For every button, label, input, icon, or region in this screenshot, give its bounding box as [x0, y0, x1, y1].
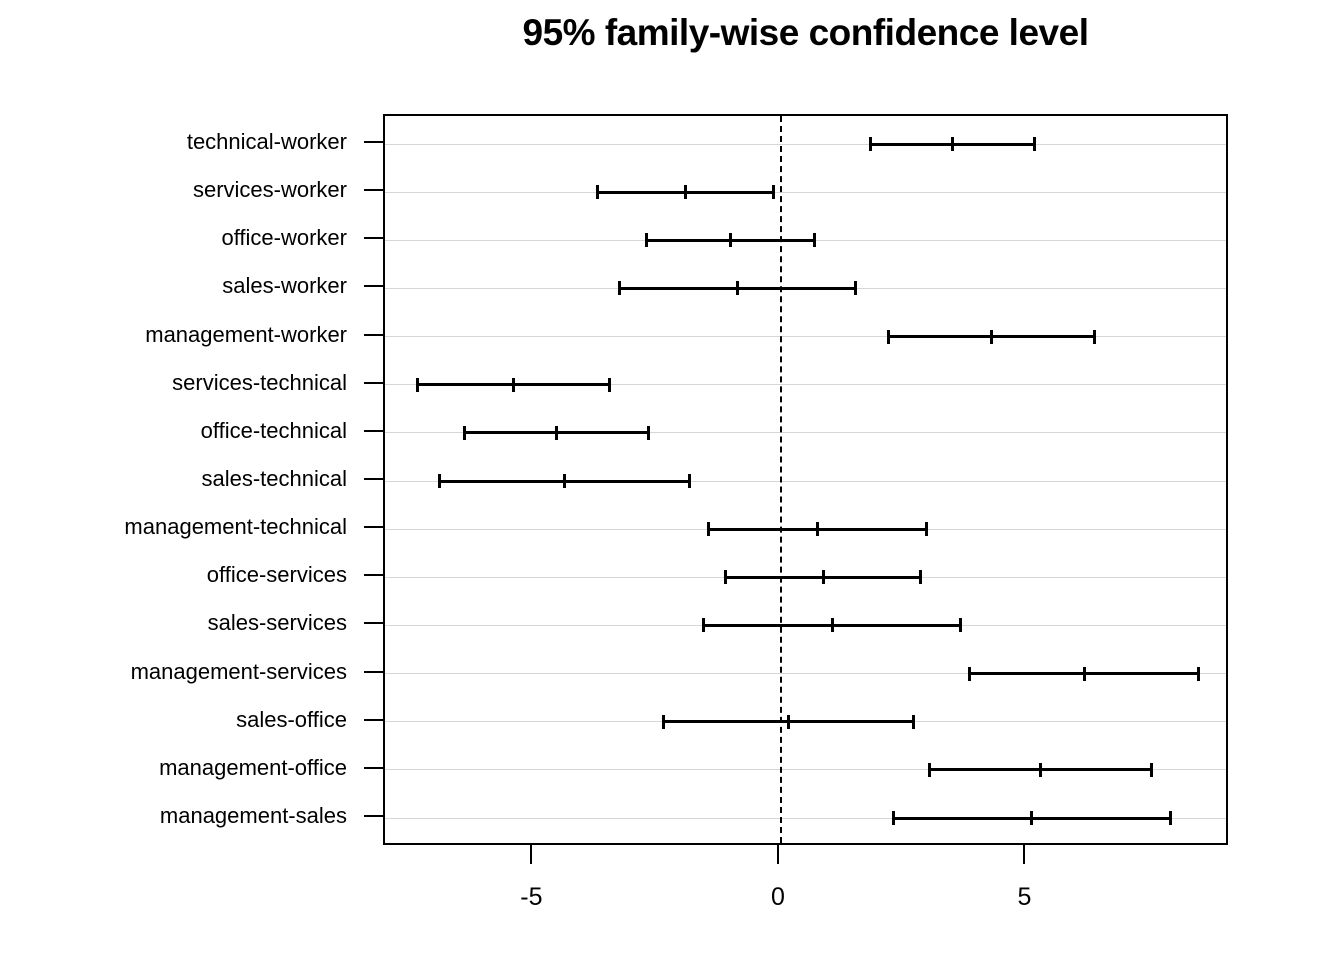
y-axis-tick — [364, 141, 383, 143]
ci-center-tick — [830, 618, 834, 633]
ci-center-tick — [951, 137, 955, 151]
x-tick-label: -5 — [520, 883, 543, 911]
ci-center-tick — [729, 233, 733, 248]
ci-lower-cap — [702, 618, 706, 633]
ci-center-tick — [1082, 666, 1086, 681]
ci-upper-cap — [924, 522, 928, 537]
y-axis-tick — [364, 815, 383, 817]
row-label: services-technical — [172, 369, 347, 395]
chart-title: 95% family-wise confidence level — [522, 12, 1089, 53]
ci-center-tick — [1038, 762, 1042, 777]
row-gridline — [385, 143, 1226, 145]
ci-center-tick — [1030, 811, 1034, 825]
row-label: sales-office — [236, 706, 347, 732]
y-axis-tick — [364, 718, 383, 721]
ci-lower-cap — [662, 714, 666, 729]
y-axis-tick — [364, 526, 383, 529]
row-label: management-technical — [124, 514, 347, 540]
y-axis-tick — [364, 381, 383, 384]
plot-area — [383, 114, 1228, 845]
ci-lower-cap — [886, 329, 890, 344]
x-axis-tick — [776, 845, 779, 864]
ci-lower-cap — [927, 762, 931, 777]
ci-upper-cap — [919, 570, 923, 585]
ci-center-tick — [787, 714, 791, 729]
ci-center-tick — [815, 522, 819, 537]
ci-lower-cap — [706, 522, 710, 537]
ci-upper-cap — [607, 377, 611, 392]
ci-upper-cap — [854, 281, 858, 296]
y-axis-tick — [364, 622, 383, 625]
ci-upper-cap — [1150, 762, 1154, 777]
row-gridline — [385, 191, 1226, 193]
ci-upper-cap — [771, 185, 775, 200]
ci-lower-cap — [463, 425, 467, 440]
y-axis-tick — [364, 574, 383, 577]
y-axis-tick — [364, 189, 383, 192]
row-label: services-worker — [192, 177, 347, 203]
x-tick-label: 0 — [770, 883, 785, 911]
row-label: sales-worker — [222, 273, 347, 299]
row-label: sales-services — [207, 610, 347, 636]
row-label: management-worker — [145, 321, 347, 347]
x-axis-tick — [530, 845, 533, 864]
ci-upper-cap — [646, 425, 650, 440]
row-label: sales-technical — [201, 466, 347, 491]
ci-upper-cap — [959, 618, 963, 633]
row-label: management-office — [159, 754, 347, 780]
ci-lower-cap — [415, 377, 419, 392]
y-axis-tick — [364, 766, 383, 769]
row-gridline — [385, 769, 1226, 771]
ci-lower-cap — [891, 811, 895, 825]
y-axis-tick — [364, 478, 383, 480]
y-axis-tick — [364, 670, 383, 673]
ci-center-tick — [736, 281, 740, 296]
ci-center-tick — [511, 377, 515, 392]
y-axis-tick — [364, 237, 383, 240]
row-gridline — [385, 336, 1226, 338]
row-label: management-services — [130, 658, 347, 684]
row-gridline — [385, 817, 1226, 819]
ci-upper-cap — [687, 474, 691, 488]
row-label: office-services — [206, 562, 347, 588]
row-gridline — [385, 480, 1226, 482]
ci-upper-cap — [1092, 329, 1096, 344]
y-axis-tick — [364, 285, 383, 288]
row-label: management-sales — [159, 803, 347, 828]
ci-upper-cap — [912, 714, 916, 729]
ci-upper-cap — [812, 233, 816, 248]
row-gridline — [385, 673, 1226, 675]
ci-lower-cap — [645, 233, 649, 248]
ci-center-tick — [684, 185, 688, 200]
ci-lower-cap — [968, 666, 972, 681]
row-label: technical-worker — [186, 129, 347, 154]
y-axis-tick — [364, 333, 383, 336]
row-gridline — [385, 384, 1226, 386]
ci-center-tick — [821, 570, 825, 585]
ci-upper-cap — [1196, 666, 1200, 681]
x-axis-tick — [1023, 845, 1026, 864]
ci-lower-cap — [438, 474, 442, 488]
row-label: office-technical — [200, 417, 347, 443]
ci-center-tick — [562, 474, 566, 488]
ci-upper-cap — [1168, 811, 1172, 825]
y-axis-tick — [364, 429, 383, 432]
ci-lower-cap — [618, 281, 622, 296]
ci-center-tick — [555, 425, 559, 440]
row-label: office-worker — [221, 225, 347, 251]
ci-lower-cap — [724, 570, 728, 585]
ci-lower-cap — [596, 185, 600, 200]
ci-lower-cap — [869, 137, 873, 151]
x-tick-label: 5 — [1017, 883, 1032, 911]
ci-center-tick — [989, 329, 993, 344]
zero-reference-line — [779, 116, 782, 843]
ci-upper-cap — [1033, 137, 1037, 151]
row-gridline — [385, 432, 1226, 434]
